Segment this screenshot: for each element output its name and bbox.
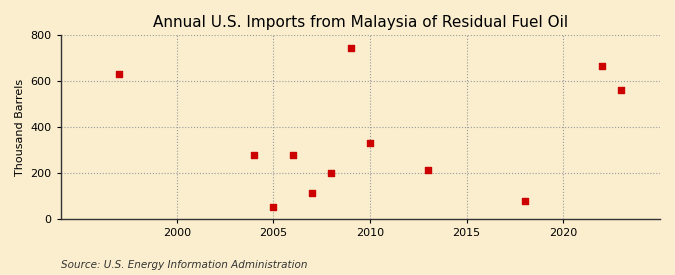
Point <box>519 198 530 203</box>
Y-axis label: Thousand Barrels: Thousand Barrels <box>15 79 25 176</box>
Point <box>597 64 608 68</box>
Point <box>346 46 356 50</box>
Title: Annual U.S. Imports from Malaysia of Residual Fuel Oil: Annual U.S. Imports from Malaysia of Res… <box>153 15 568 30</box>
Point <box>616 88 626 93</box>
Point <box>306 190 317 195</box>
Point <box>288 153 298 157</box>
Point <box>423 167 433 172</box>
Point <box>364 141 375 145</box>
Point <box>268 205 279 210</box>
Text: Source: U.S. Energy Information Administration: Source: U.S. Energy Information Administ… <box>61 260 307 270</box>
Point <box>326 171 337 175</box>
Point <box>113 72 124 76</box>
Point <box>248 153 259 157</box>
